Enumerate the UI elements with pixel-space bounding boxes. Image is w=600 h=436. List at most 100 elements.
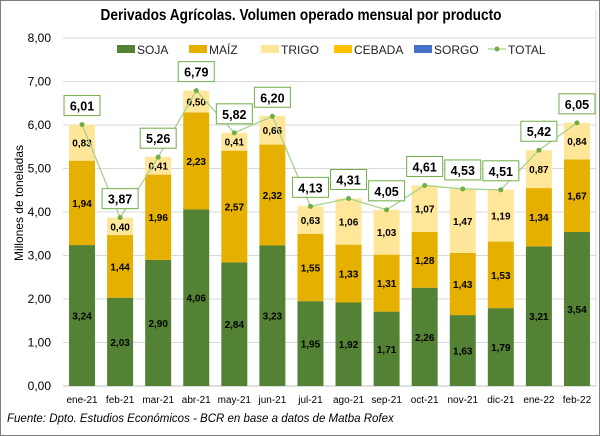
total-label: 3,87: [108, 193, 132, 207]
total-label: 4,51: [489, 165, 513, 179]
bar-soja: [487, 308, 514, 386]
bar-trigo: [69, 124, 96, 161]
total-label-box: [406, 155, 444, 177]
data-label: 2,57: [225, 203, 245, 214]
bar-trigo: [107, 217, 134, 236]
data-label: 1,71: [377, 345, 397, 356]
y-tick-label: 3,00: [28, 249, 52, 263]
bar-trigo: [183, 90, 210, 113]
total-point: [231, 130, 237, 136]
data-label: 1,55: [301, 263, 321, 274]
x-tick-label: ene-21: [66, 395, 98, 406]
bar-maíz: [525, 188, 552, 247]
bar-soja: [449, 315, 476, 386]
bar-maíz: [487, 241, 514, 309]
bar-trigo: [145, 156, 172, 175]
total-label: 5,82: [222, 108, 246, 122]
data-label: 0,83: [72, 139, 92, 150]
legend-swatch-soja: [117, 45, 135, 53]
bar-maíz: [373, 254, 400, 312]
total-label-box: [63, 95, 101, 117]
bar-soja: [221, 262, 248, 386]
data-label: 1,43: [453, 280, 473, 291]
y-tick-label: 0,00: [28, 379, 52, 393]
total-point: [346, 196, 352, 202]
data-label: 2,32: [263, 191, 283, 202]
data-label: 1,92: [339, 340, 359, 351]
x-tick-label: may-21: [218, 395, 252, 406]
x-tick-label: ago-21: [333, 395, 365, 406]
chart-title: Derivados Agrícolas. Volumen operado men…: [100, 7, 502, 24]
bar-soja: [563, 232, 590, 386]
legend-label: SOJA: [137, 43, 168, 57]
data-label: 0,41: [225, 138, 245, 149]
bar-soja: [259, 245, 286, 386]
total-label: 6,20: [260, 91, 284, 105]
data-label: 1,07: [415, 205, 435, 216]
x-tick-label: dic-21: [487, 395, 515, 406]
x-tick-label: jul-21: [297, 395, 323, 406]
data-label: 3,21: [529, 312, 549, 323]
bar-trigo: [297, 206, 324, 234]
total-label: 4,05: [374, 185, 398, 199]
data-label: 1,19: [491, 212, 511, 223]
bar-maíz: [563, 159, 590, 233]
legend-label: SORGO: [434, 43, 479, 57]
data-label: 3,54: [567, 305, 587, 316]
bar-trigo: [449, 188, 476, 253]
total-label-box: [139, 127, 177, 149]
data-label: 1,96: [148, 213, 168, 224]
data-label: 1,53: [491, 271, 511, 282]
total-label-box: [444, 159, 482, 181]
legend-swatch-sorgo: [414, 45, 432, 53]
total-label-box: [215, 103, 253, 125]
total-label: 6,05: [565, 98, 589, 112]
x-tick-label: mar-21: [142, 395, 174, 406]
data-label: 1,31: [377, 279, 397, 290]
total-label: 4,53: [451, 164, 475, 178]
total-point: [79, 122, 85, 128]
legend-swatch-cebada: [334, 45, 352, 53]
bar-maíz: [297, 233, 324, 302]
total-label: 5,26: [146, 132, 170, 146]
source-note: Fuente: Dpto. Estudios Económicos - BCR …: [7, 413, 394, 425]
data-label: 0,50: [187, 98, 207, 109]
bar-trigo: [487, 189, 514, 242]
legend-label: TOTAL: [508, 43, 546, 57]
total-label-box: [177, 61, 215, 83]
data-label: 2,90: [148, 319, 168, 330]
x-tick-label: feb-22: [563, 395, 592, 406]
total-point: [307, 203, 313, 209]
bar-soja: [411, 287, 438, 386]
bar-soja: [525, 246, 552, 386]
x-tick-label: oct-21: [411, 395, 439, 406]
data-label: 2,84: [225, 320, 245, 331]
total-point: [193, 88, 199, 94]
total-label-box: [368, 180, 406, 202]
bar-maíz: [145, 174, 172, 260]
bar-maíz: [183, 112, 210, 210]
legend-label: MAÍZ: [209, 42, 238, 57]
bar-maíz: [259, 144, 286, 246]
total-label-box: [330, 169, 368, 191]
data-label: 1,67: [567, 192, 587, 203]
bar-soja: [145, 259, 172, 386]
bar-trigo: [373, 209, 400, 255]
bar-soja: [297, 301, 324, 386]
total-label: 6,01: [70, 100, 94, 114]
data-label: 0,66: [263, 126, 283, 137]
data-label: 1,94: [72, 199, 92, 210]
data-label: 4,06: [187, 294, 207, 305]
y-tick-label: 4,00: [28, 205, 52, 219]
bar-soja: [183, 209, 210, 386]
total-point: [574, 120, 580, 126]
bar-maíz: [221, 150, 248, 263]
total-label: 4,61: [413, 160, 437, 174]
data-label: 0,63: [301, 216, 321, 227]
bar-maíz: [449, 252, 476, 316]
legend-label: CEBADA: [354, 43, 403, 57]
total-label-box: [520, 120, 558, 142]
total-label-box: [558, 93, 596, 115]
total-point: [460, 186, 466, 192]
